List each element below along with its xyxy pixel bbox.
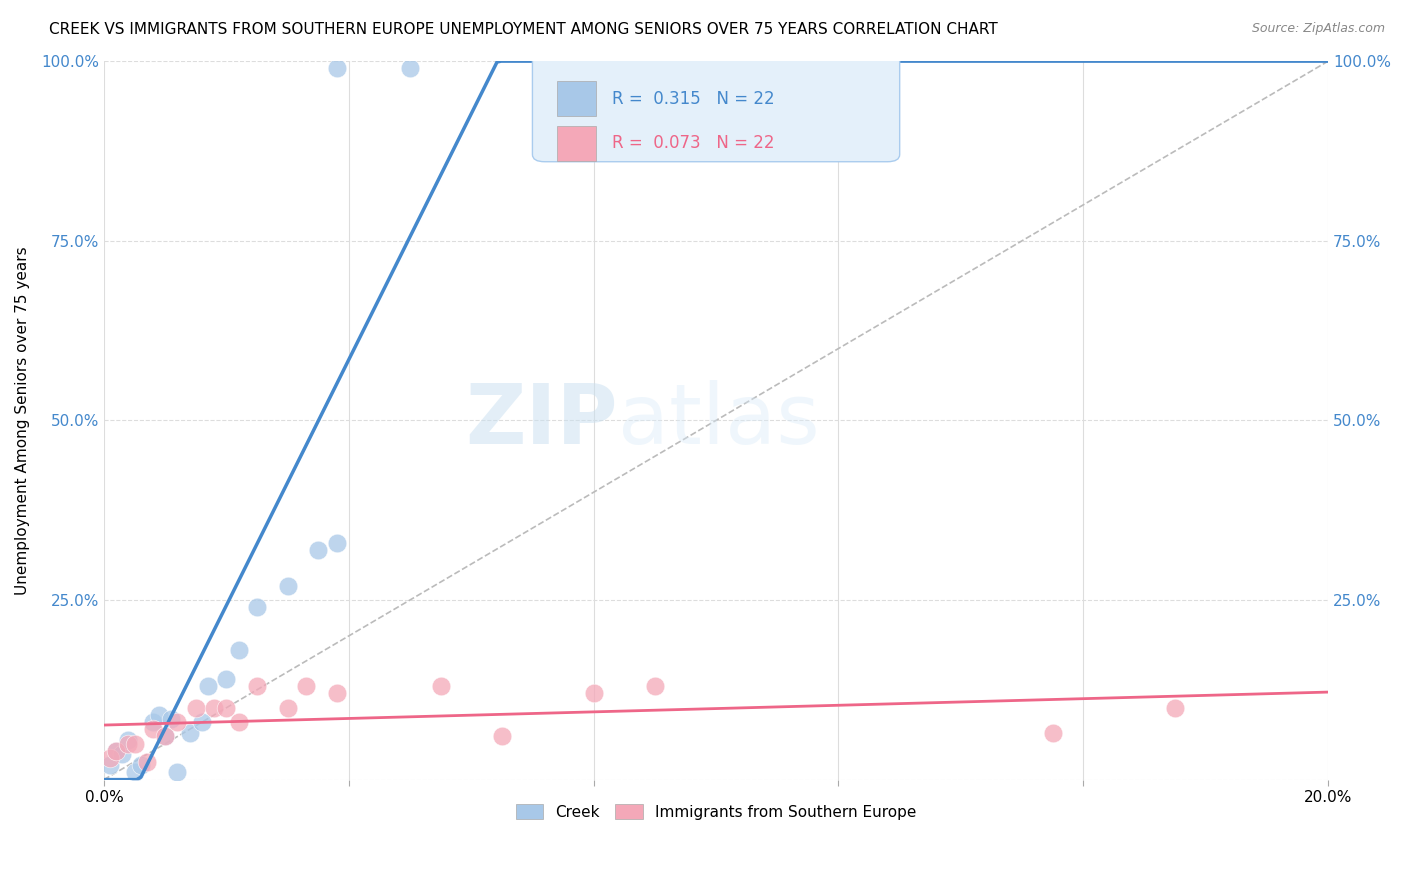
Text: CREEK VS IMMIGRANTS FROM SOUTHERN EUROPE UNEMPLOYMENT AMONG SENIORS OVER 75 YEAR: CREEK VS IMMIGRANTS FROM SOUTHERN EUROPE… bbox=[49, 22, 998, 37]
Point bbox=[295, 679, 318, 693]
Point bbox=[124, 765, 146, 780]
Point bbox=[1042, 726, 1064, 740]
Point bbox=[179, 726, 201, 740]
Point bbox=[215, 672, 238, 686]
Point bbox=[325, 686, 347, 700]
FancyBboxPatch shape bbox=[533, 54, 900, 161]
Point bbox=[117, 737, 139, 751]
Point bbox=[111, 747, 134, 762]
Point bbox=[166, 715, 188, 730]
Point bbox=[582, 686, 605, 700]
Point bbox=[166, 765, 188, 780]
Point bbox=[129, 758, 152, 772]
Point bbox=[246, 600, 269, 615]
Point bbox=[277, 579, 299, 593]
Point bbox=[153, 730, 176, 744]
Point bbox=[307, 542, 329, 557]
Text: Source: ZipAtlas.com: Source: ZipAtlas.com bbox=[1251, 22, 1385, 36]
Text: R =  0.315   N = 22: R = 0.315 N = 22 bbox=[612, 89, 775, 108]
Point bbox=[153, 730, 176, 744]
Point bbox=[202, 700, 225, 714]
Point bbox=[1164, 700, 1187, 714]
FancyBboxPatch shape bbox=[557, 81, 596, 116]
Point bbox=[135, 755, 157, 769]
Point bbox=[246, 679, 269, 693]
Point bbox=[105, 744, 128, 758]
Point bbox=[98, 751, 121, 765]
FancyBboxPatch shape bbox=[557, 126, 596, 161]
Point bbox=[399, 62, 422, 76]
Point bbox=[117, 733, 139, 747]
Text: R =  0.073   N = 22: R = 0.073 N = 22 bbox=[612, 135, 775, 153]
Point bbox=[277, 700, 299, 714]
Point bbox=[228, 643, 250, 657]
Point bbox=[142, 715, 165, 730]
Point bbox=[228, 715, 250, 730]
Point bbox=[124, 737, 146, 751]
Point bbox=[325, 62, 347, 76]
Point bbox=[184, 700, 207, 714]
Point bbox=[142, 723, 165, 737]
Point bbox=[325, 535, 347, 549]
Point bbox=[191, 715, 214, 730]
Point bbox=[160, 712, 183, 726]
Point bbox=[491, 730, 513, 744]
Point bbox=[148, 708, 170, 723]
Point bbox=[215, 700, 238, 714]
Legend: Creek, Immigrants from Southern Europe: Creek, Immigrants from Southern Europe bbox=[509, 797, 922, 826]
Point bbox=[98, 758, 121, 772]
Point bbox=[197, 679, 219, 693]
Text: atlas: atlas bbox=[619, 380, 820, 461]
Point bbox=[105, 744, 128, 758]
Point bbox=[429, 679, 451, 693]
Point bbox=[644, 679, 666, 693]
Text: ZIP: ZIP bbox=[465, 380, 619, 461]
Y-axis label: Unemployment Among Seniors over 75 years: Unemployment Among Seniors over 75 years bbox=[15, 246, 30, 595]
